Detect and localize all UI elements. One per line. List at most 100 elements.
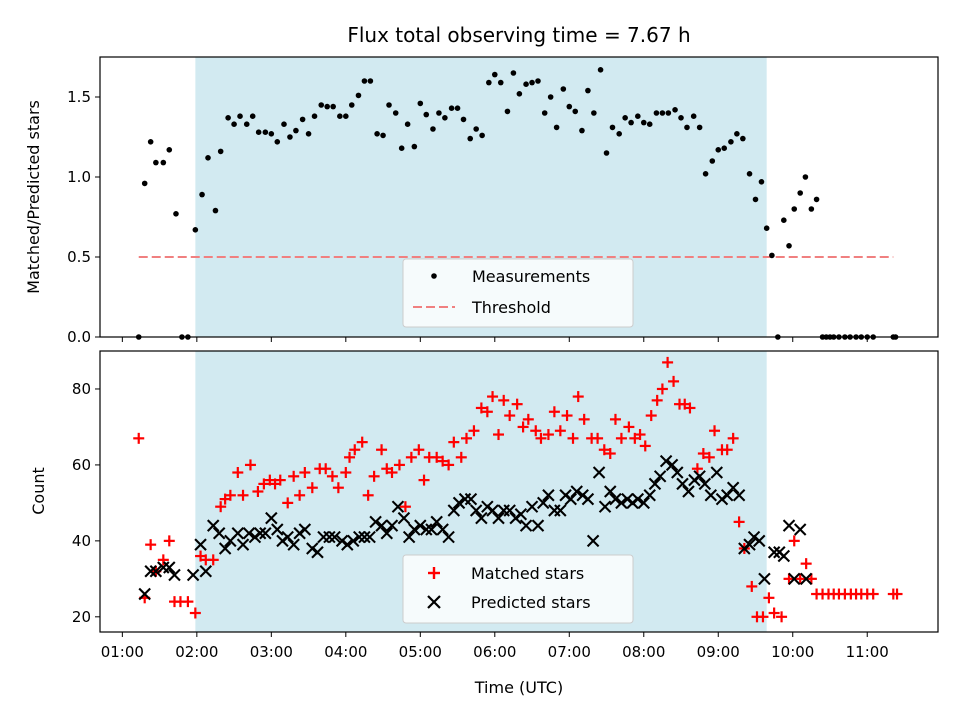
predicted-star-point bbox=[586, 534, 600, 548]
matched-star-point bbox=[668, 375, 680, 387]
matched-star-point bbox=[356, 436, 368, 448]
measurement-point bbox=[597, 67, 604, 73]
measurement-point bbox=[166, 147, 173, 153]
matched-star-point bbox=[656, 383, 668, 395]
matched-star-point bbox=[362, 489, 374, 501]
top-legend-box bbox=[402, 258, 634, 328]
predicted-star-point bbox=[592, 466, 606, 479]
measurement-point bbox=[802, 174, 809, 180]
predicted-star-point bbox=[347, 534, 360, 548]
legend-predicted-label: Predicted stars bbox=[471, 593, 591, 612]
measurement-point bbox=[535, 78, 541, 84]
measurement-point bbox=[423, 111, 430, 118]
matched-star-point bbox=[182, 596, 194, 608]
measurement-point bbox=[386, 102, 392, 108]
top-y-tick-label: 1.5 bbox=[67, 88, 91, 106]
bottom-y-ticks: 20 40 60 80 bbox=[72, 380, 100, 626]
measurement-point bbox=[479, 132, 485, 139]
predicted-star-point bbox=[732, 489, 746, 502]
matched-star-point bbox=[763, 592, 775, 604]
matched-star-point bbox=[163, 535, 175, 547]
measurement-point bbox=[448, 105, 455, 111]
predicted-star-point bbox=[231, 527, 245, 540]
measurement-point bbox=[337, 113, 343, 119]
measurement-point bbox=[348, 102, 355, 108]
predicted-star-point bbox=[570, 485, 583, 498]
measurement-point bbox=[635, 113, 641, 119]
measurement-point bbox=[212, 207, 219, 214]
matched-star-point bbox=[487, 391, 499, 403]
predicted-star-point bbox=[402, 530, 416, 544]
measurement-point bbox=[199, 191, 205, 198]
matched-star-point bbox=[733, 516, 745, 528]
top-panel: Flux total observing time = 7.67 h 0.00.… bbox=[24, 23, 939, 346]
measurement-point bbox=[274, 139, 281, 145]
matched-star-point bbox=[768, 607, 780, 619]
measurement-point bbox=[473, 126, 479, 132]
matched-star-point bbox=[157, 554, 169, 566]
bottom-y-tick-label: 20 bbox=[72, 608, 91, 626]
predicted-star-point bbox=[542, 489, 555, 502]
measurement-point bbox=[436, 110, 442, 116]
predicted-star-point bbox=[414, 519, 427, 532]
top-points-group bbox=[135, 67, 899, 340]
matched-star-point bbox=[604, 448, 616, 460]
measurement-point bbox=[684, 124, 690, 131]
predicted-star-point bbox=[469, 504, 483, 517]
predicted-star-point bbox=[186, 568, 200, 582]
measurement-point bbox=[305, 131, 312, 137]
predicted-star-point bbox=[536, 496, 550, 510]
measurement-point bbox=[746, 171, 753, 177]
predicted-star-point bbox=[259, 527, 272, 540]
measurement-point bbox=[147, 139, 154, 145]
measurement-point bbox=[758, 179, 765, 185]
measurement-point bbox=[678, 115, 684, 121]
measurement-point bbox=[728, 139, 734, 145]
matched-star-point bbox=[757, 611, 769, 623]
predicted-star-point bbox=[397, 511, 411, 525]
bottom-x-tick-label: 01:00 bbox=[101, 643, 144, 661]
measurement-point bbox=[523, 81, 529, 87]
predicted-star-point bbox=[486, 504, 499, 517]
matched-star-point bbox=[431, 451, 443, 463]
matched-star-point bbox=[224, 489, 236, 501]
matched-star-point bbox=[448, 436, 460, 448]
matched-star-point bbox=[645, 410, 657, 422]
top-legend: Measurements Threshold bbox=[402, 258, 634, 328]
measurement-point bbox=[311, 113, 318, 119]
matched-star-point bbox=[455, 451, 467, 463]
measurement-point bbox=[781, 217, 787, 223]
measurement-point bbox=[460, 116, 467, 123]
bottom-legend-box bbox=[402, 554, 634, 624]
measurement-point bbox=[529, 79, 535, 86]
predicted-star-point bbox=[782, 519, 796, 532]
bottom-x-tick-label: 05:00 bbox=[399, 643, 442, 661]
measurement-point bbox=[752, 196, 759, 203]
measurement-point bbox=[609, 124, 616, 131]
matched-star-point bbox=[294, 489, 306, 501]
predicted-star-point bbox=[380, 527, 394, 540]
measurement-point bbox=[380, 132, 386, 139]
predicted-star-point bbox=[206, 519, 220, 532]
matched-star-point bbox=[320, 463, 332, 475]
matched-star-point bbox=[511, 398, 523, 410]
measurement-point bbox=[411, 143, 418, 150]
measurement-point bbox=[696, 124, 703, 131]
matched-star-point bbox=[332, 482, 344, 494]
predicted-star-point bbox=[492, 511, 505, 525]
predicted-star-point bbox=[352, 530, 366, 544]
predicted-star-point bbox=[693, 470, 706, 483]
measurement-point bbox=[237, 113, 243, 119]
matched-star-point bbox=[697, 448, 709, 460]
measurement-point bbox=[398, 145, 405, 151]
predicted-star-point bbox=[271, 523, 284, 536]
measurement-point bbox=[653, 110, 660, 116]
measurement-point bbox=[268, 131, 275, 137]
matched-star-point bbox=[721, 444, 733, 456]
predicted-star-point bbox=[408, 523, 421, 536]
bottom-axes-frame bbox=[99, 350, 939, 633]
bottom-y-tick-label: 40 bbox=[72, 532, 91, 550]
matched-star-point bbox=[232, 467, 244, 479]
predicted-star-point bbox=[298, 523, 312, 536]
matched-star-point bbox=[481, 406, 493, 418]
